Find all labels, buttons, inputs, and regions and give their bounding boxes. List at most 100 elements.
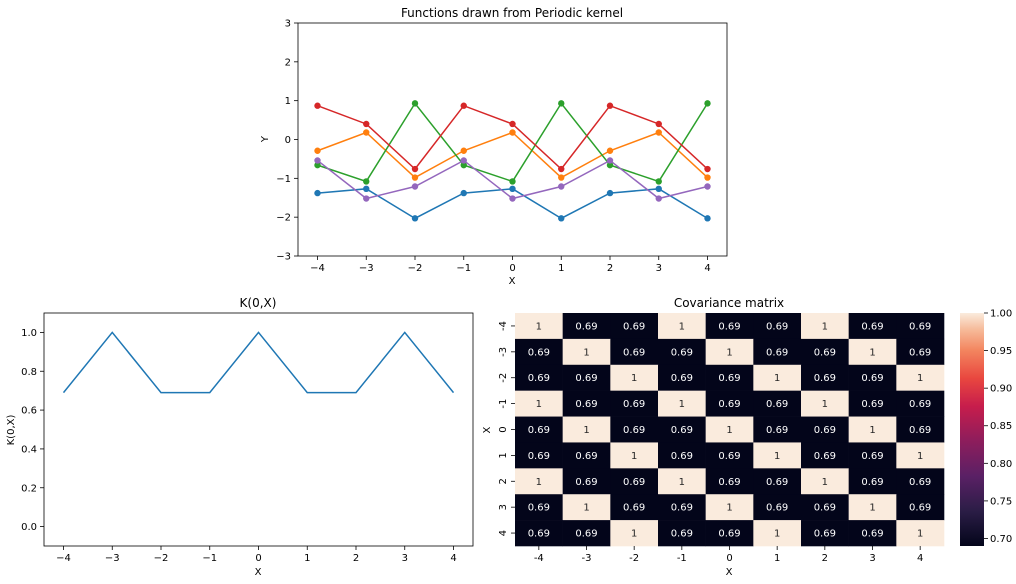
heatmap-cell [658,390,706,417]
heatmap-cell-label: 1 [774,451,780,462]
colorbar-tick-label: 1.00 [990,309,1012,320]
heatmap-cell [753,494,802,521]
heatmap-cell-label: 0.69 [861,477,883,488]
functions-chart-frame [297,22,728,257]
functions-series-1-point [314,189,321,197]
heatmap-cell-label: 1 [536,321,542,332]
heatmap-cell-label: 1 [917,451,923,462]
heatmap-cell [562,416,611,443]
heatmap-cell [562,338,611,366]
functions-series-4-point [606,102,614,109]
heatmap-cell [753,313,802,340]
heatmap-cell-label: 0.69 [575,529,597,540]
functions-series-2-line [317,131,709,179]
colorbar-tick-label: 0.85 [990,421,1012,432]
heatmap-cell-label: 0.69 [718,529,740,540]
functions-series-5-point [460,157,467,164]
heatmap-cell-label: 0.69 [814,347,836,358]
heatmap-cell [705,520,754,547]
functions-series-3-point [411,100,419,107]
functions-series-1-point [363,185,370,193]
kernel-ytick-label: 1.0 [21,328,37,339]
heatmap-cell [705,468,754,495]
heatmap-cell-label: 0.69 [623,477,645,488]
heatmap-cell-label: 1 [917,529,923,540]
functions-xtick-label: 1 [558,263,564,274]
heatmap-cell [705,338,754,366]
heatmap-cell [848,416,897,443]
kernel-chart-frame [43,312,474,547]
heatmap-cell-label: 1 [869,425,875,436]
heatmap-cell-label: 1 [679,321,685,332]
kernel-ytick-label: 0.4 [21,444,37,455]
heatmap-cell [562,313,611,340]
heatmap-cell-label: 0.69 [623,399,645,410]
functions-chart: Functions drawn from Periodic kernel X Y… [260,6,728,287]
heatmap-xtick-label: 2 [822,553,828,564]
functions-series-1-point [655,185,662,193]
heatmap-cell [705,442,754,469]
heatmap-cell-label: 0.69 [623,503,645,514]
heatmap-cell-label: 0.69 [766,425,788,436]
colorbar: 0.70 0.75 0.80 0.85 0.90 0.95 1.00 [960,309,1012,546]
heatmap-cell [753,468,802,495]
functions-series-1-point [558,215,565,222]
heatmap-cell-label: 0.69 [575,451,597,462]
heatmap-cell [705,313,754,340]
heatmap-cell-label: 0.69 [718,373,740,384]
functions-series-1-point [704,215,711,222]
heatmap-ytick-label: -1 [498,399,509,409]
heatmap-cell-label: 0.69 [861,399,883,410]
colorbar-tick-label: 0.95 [990,346,1012,357]
kernel-xtick-label: −2 [154,553,169,564]
functions-series-2-point [411,174,419,181]
functions-xtick-label: 0 [509,263,515,274]
heatmap-cell [515,468,563,495]
heatmap-cell-label: 0.69 [814,451,836,462]
heatmap-cell-label: 1 [726,503,732,514]
heatmap-cell-label: 1 [536,477,542,488]
heatmap-xtick-label: 1 [774,553,780,564]
heatmap-cell [848,494,897,521]
kernel-chart-title: K(0,X) [240,296,277,310]
heatmap-cell-label: 0.69 [766,399,788,410]
functions-xtick-label: −2 [408,263,423,274]
functions-series-3-point [509,178,516,185]
heatmap-cell-label: 0.69 [766,477,788,488]
heatmap-cell [753,338,802,366]
heatmap-cell [658,416,706,443]
heatmap-cell-label: 1 [822,477,828,488]
heatmap-cell [896,338,945,366]
heatmap-cell-label: 1 [822,399,828,410]
colorbar-gradient [960,313,984,546]
heatmap-cell [562,468,611,495]
heatmap-cell-label: 1 [774,373,780,384]
functions-series-4-point [704,165,711,173]
heatmap-cell [705,364,754,391]
heatmap-cell-label: 0.69 [718,321,740,332]
functions-series-3-point [460,161,467,169]
heatmap-cell-label: 0.69 [909,425,931,436]
functions-ytick-label: −2 [276,213,291,224]
covariance-heatmap-xlabel: X [726,567,733,578]
heatmap-cell-label: 0.69 [909,321,931,332]
heatmap-cell [801,313,849,340]
covariance-heatmap-ylabel: X [482,426,493,433]
functions-xtick-label: 4 [704,263,710,274]
kernel-chart-xticks: −4 −3 −2 −1 0 1 2 3 4 [56,546,457,564]
heatmap-cell-label: 1 [869,347,875,358]
functions-series-2-point [460,147,467,154]
heatmap-cell-label: 0.69 [814,425,836,436]
kernel-xtick-label: 1 [304,553,310,564]
functions-series-4-point [558,165,565,173]
colorbar-tick-label: 0.75 [990,496,1012,507]
heatmap-cell [801,494,849,521]
kernel-ytick-label: 0.0 [21,522,37,533]
functions-series-2-point [558,174,565,181]
heatmap-cell [848,468,897,495]
heatmap-cell-label: 0.69 [575,373,597,384]
heatmap-cell-label: 1 [726,347,732,358]
heatmap-cell-label: 0.69 [766,347,788,358]
heatmap-cell [848,442,897,469]
functions-series-4-point [509,120,516,128]
